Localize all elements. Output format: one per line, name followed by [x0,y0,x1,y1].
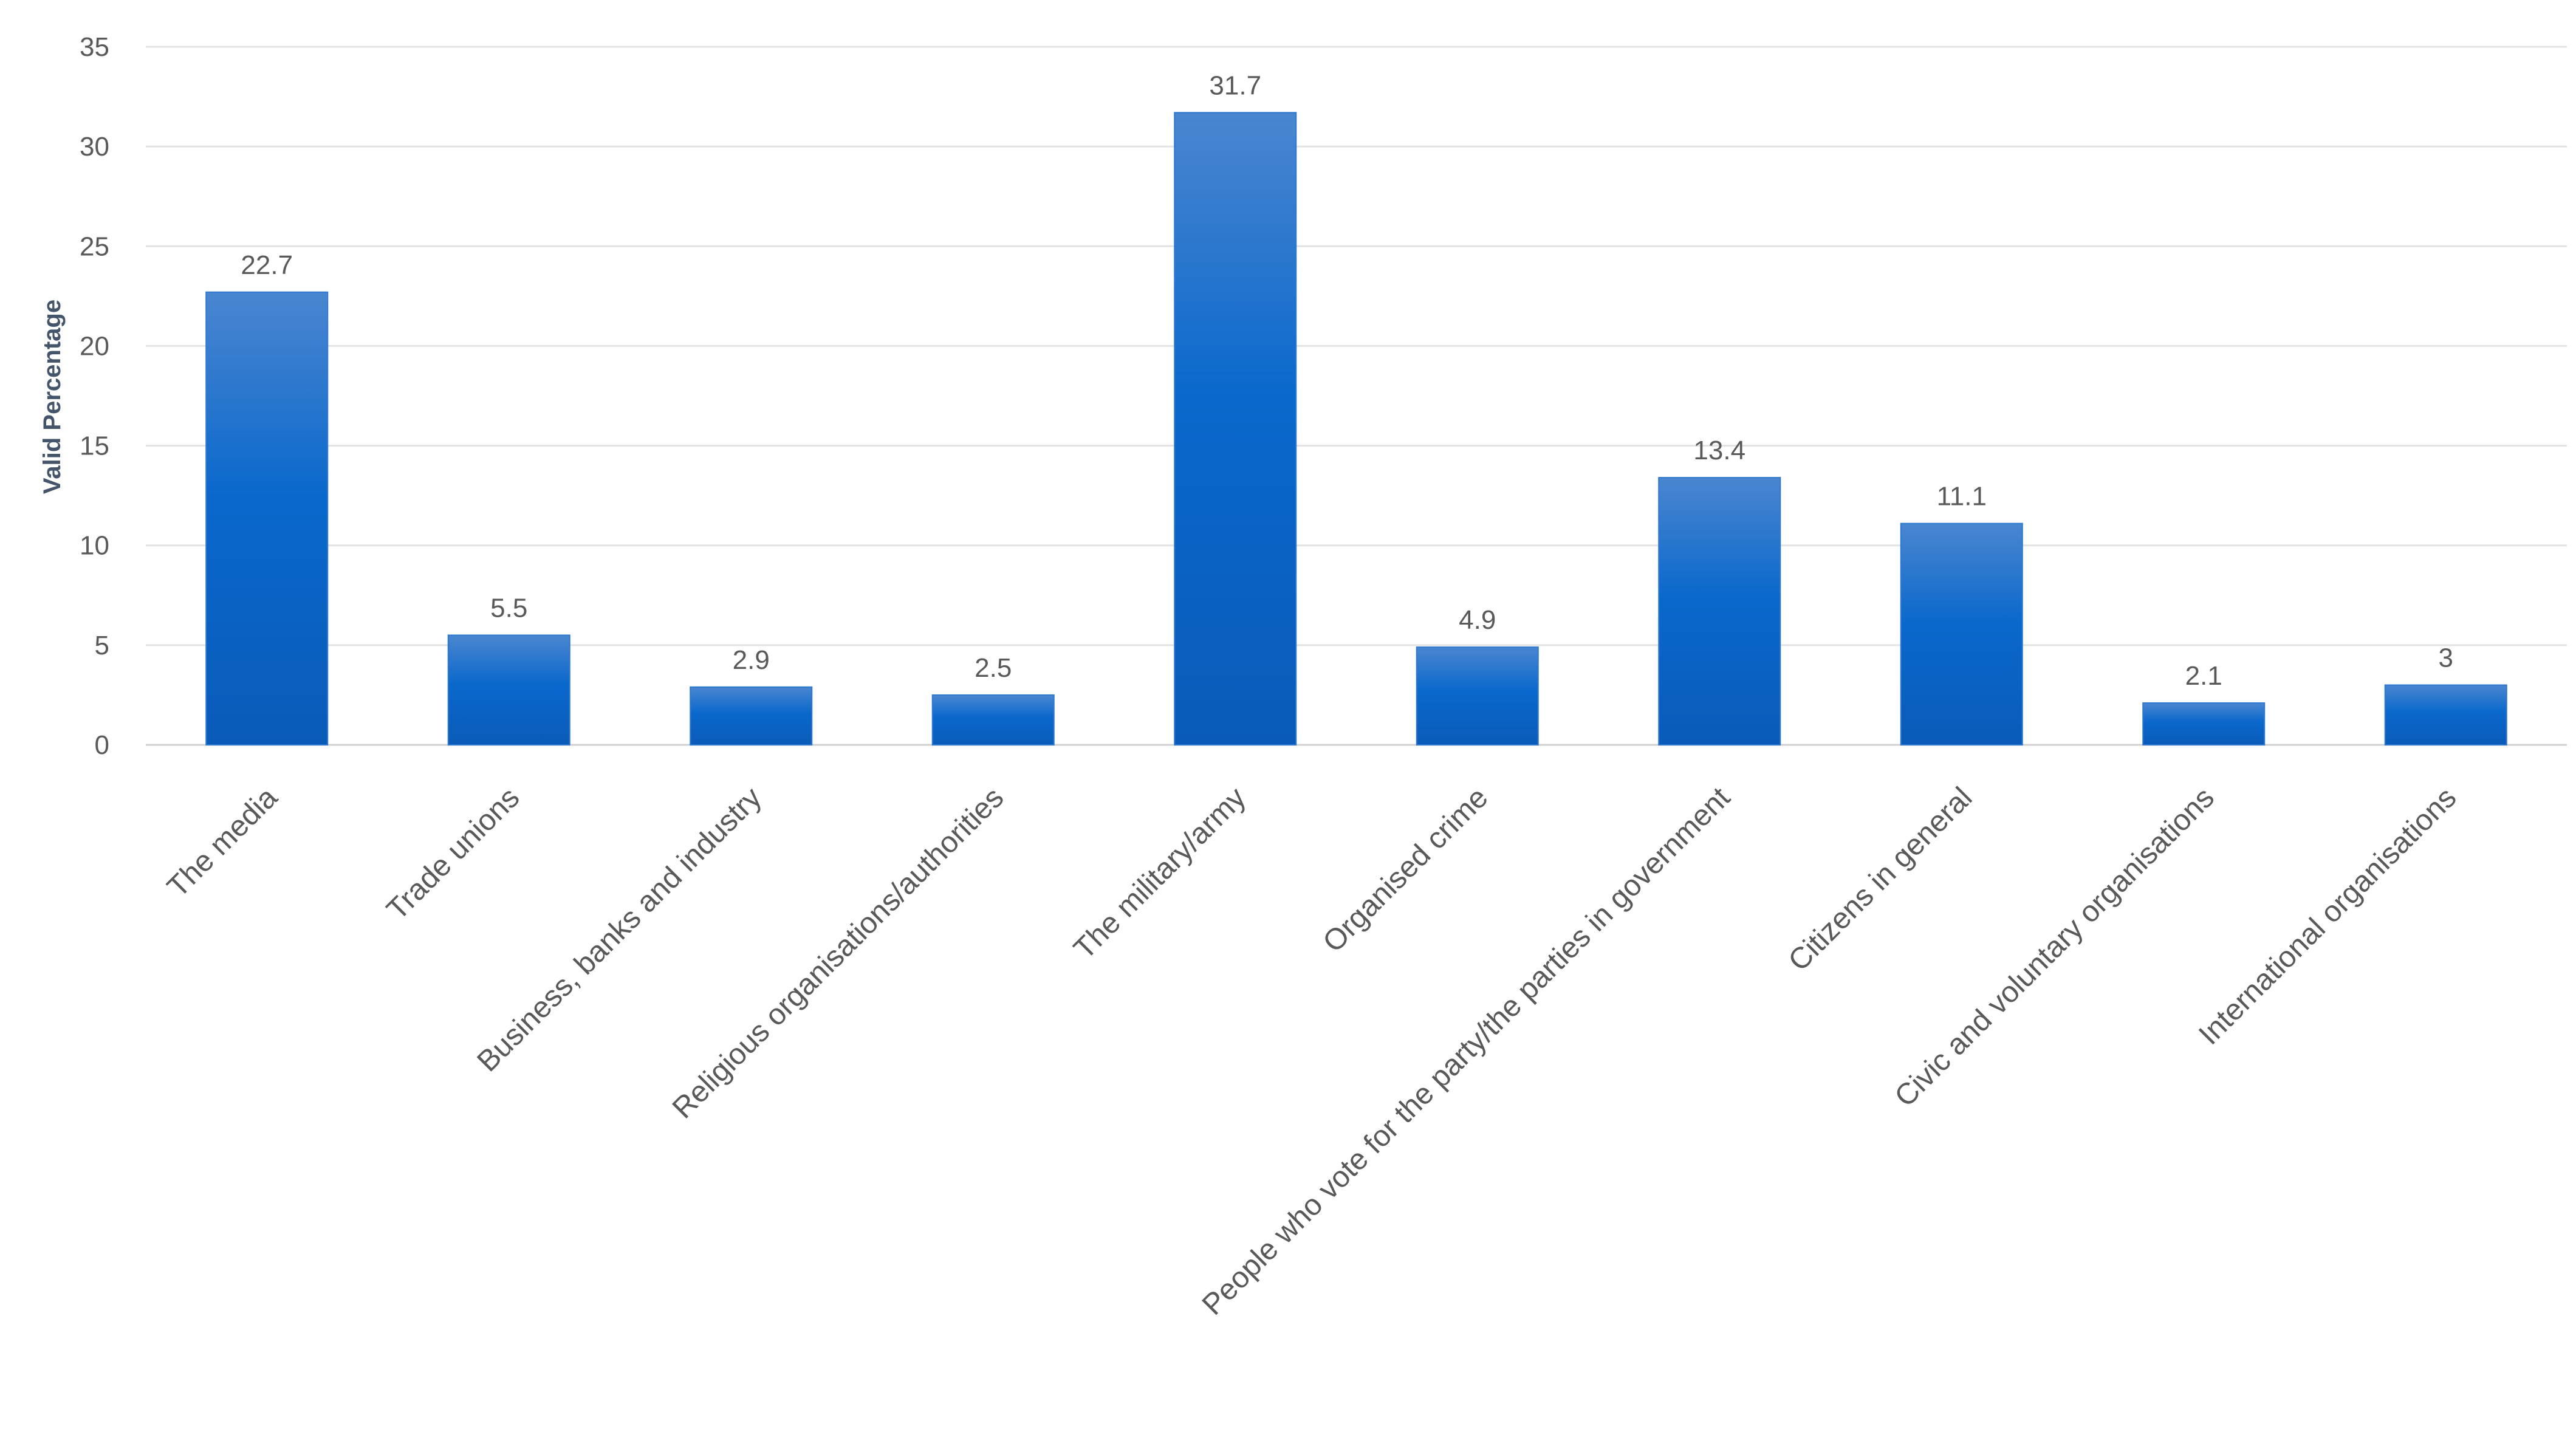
y-tick-label: 0 [95,730,109,760]
data-label: 5.5 [490,593,527,623]
bar [2384,684,2507,745]
data-label: 13.4 [1693,436,1745,465]
category-label: Trade unions [380,781,526,927]
bar [447,634,570,746]
bar [2142,702,2266,746]
data-label: 11.1 [1937,482,1987,512]
bars [205,112,2507,746]
y-tick-label: 15 [80,431,109,461]
data-label: 2.1 [2185,661,2222,691]
data-labels: 22.7 5.5 2.9 2.5 31.7 4.9 13.4 11.1 2.1 3 [241,70,2453,691]
y-tick-label: 25 [80,231,109,261]
y-tick-label: 10 [80,531,109,561]
category-label: Citizens in general [1782,781,1978,978]
data-label: 2.5 [975,653,1012,683]
category-label: Organised crime [1317,781,1494,959]
y-tick-label: 20 [80,331,109,361]
bar [690,686,813,745]
bar [931,694,1055,746]
category-label: Business, banks and industry [471,781,768,1078]
bar [1416,646,1539,746]
y-axis-title: Valid Percentage [39,300,66,494]
y-axis-ticks: 0 5 10 15 20 25 30 35 [80,32,109,760]
data-label: 22.7 [241,250,293,280]
bar [205,291,329,745]
y-tick-label: 5 [95,631,109,660]
bar [1900,522,2023,745]
category-label: People who vote for the party/the partie… [1196,781,1737,1321]
category-label: The media [161,781,284,903]
y-tick-label: 30 [80,132,109,162]
data-label: 4.9 [1459,605,1496,635]
bar [1174,112,1297,746]
y-tick-label: 35 [80,32,109,62]
category-label: International organisations [2193,781,2463,1052]
bar [1658,477,1781,746]
data-label: 31.7 [1209,70,1261,100]
category-label: The military/army [1067,781,1252,965]
data-label: 3 [2439,643,2453,673]
data-label: 2.9 [733,645,770,675]
